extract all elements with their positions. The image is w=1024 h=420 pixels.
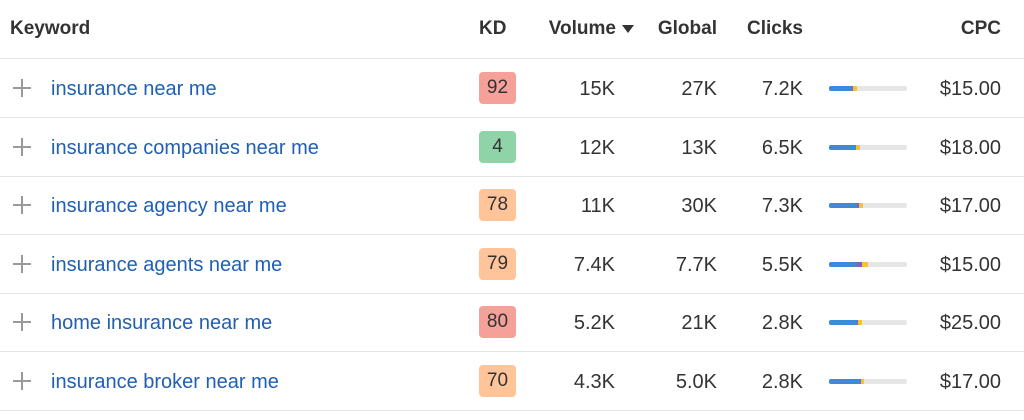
table-row: insurance companies near me 4 12K 13K 6.5K $1… [0, 118, 1024, 177]
clicks-distribution-bar [829, 144, 907, 150]
volume-value: 7.4K [573, 253, 615, 276]
kd-badge: 80 [479, 306, 516, 339]
global-volume-value: 13K [681, 136, 717, 159]
kd-badge: 92 [479, 72, 516, 104]
cpc-value: $15.00 [939, 78, 1001, 100]
bar-segment-other [860, 379, 865, 384]
kd-badge: 70 [479, 365, 516, 397]
kd-badge: 78 [479, 189, 516, 222]
bar-segment-other [856, 144, 861, 150]
table-row: insurance broker near me 70 4.3K 5.0K 2.8K $1… [0, 352, 1024, 411]
keyword-link[interactable]: insurance near me [51, 78, 217, 100]
cpc-value: $25.00 [939, 312, 1001, 335]
bar-segment-organic [829, 379, 861, 384]
global-volume-value: 21K [681, 312, 717, 335]
clicks-value: 5.5K [761, 253, 803, 276]
bar-segment-paid [857, 261, 862, 267]
table-row: insurance agency near me 78 11K 30K 7.3K $17.… [0, 176, 1024, 236]
keyword-link[interactable]: insurance agents near me [51, 253, 283, 276]
volume-value: 15K [579, 78, 615, 100]
keyword-link[interactable]: insurance companies near me [51, 136, 319, 159]
add-keyword-plus-icon[interactable] [13, 372, 31, 390]
clicks-distribution-bar [829, 261, 907, 267]
bar-segment-other [861, 261, 868, 267]
clicks-value: 7.3K [761, 195, 803, 218]
add-keyword-plus-icon[interactable] [13, 196, 31, 215]
cpc-value: $17.00 [939, 371, 1001, 393]
clicks-value: 2.8K [761, 312, 803, 335]
header-volume[interactable]: Volume [549, 18, 634, 40]
kd-badge: 79 [479, 247, 516, 280]
bar-segment-organic [829, 320, 858, 326]
header-volume-label: Volume [548, 18, 616, 39]
cpc-value: $17.00 [939, 195, 1001, 218]
bar-segment-organic [829, 203, 858, 209]
header-kd[interactable]: KD [479, 18, 507, 39]
volume-value: 12K [579, 136, 615, 159]
bar-segment-organic [829, 261, 858, 267]
volume-value: 5.2K [573, 312, 615, 335]
clicks-distribution-bar [829, 379, 907, 384]
global-volume-value: 27K [681, 78, 717, 100]
keyword-link[interactable]: insurance broker near me [51, 371, 279, 393]
bar-segment-paid [852, 86, 854, 91]
clicks-value: 6.5K [761, 136, 803, 159]
table-row: insurance near me 92 15K 27K 7.2K $15.00 [0, 59, 1024, 118]
table-row: insurance agents near me 79 7.4K 7.7K 5.5K $1… [0, 235, 1024, 294]
keyword-link[interactable]: home insurance near me [51, 312, 273, 335]
bar-segment-other [857, 320, 862, 326]
volume-value: 4.3K [573, 371, 615, 393]
bar-segment-organic [829, 86, 853, 91]
add-keyword-plus-icon[interactable] [13, 137, 31, 156]
header-global[interactable]: Global [657, 18, 717, 39]
cpc-value: $18.00 [939, 136, 1001, 159]
clicks-distribution-bar [829, 203, 907, 209]
bar-segment-paid [857, 203, 860, 209]
bar-segment-paid [857, 320, 858, 326]
table-row: home insurance near me 80 5.2K 21K 2.8K $25.0… [0, 293, 1024, 353]
clicks-distribution-bar [829, 320, 907, 326]
kd-badge: 4 [479, 130, 516, 163]
bar-segment-paid [855, 144, 857, 150]
bar-segment-organic [829, 144, 856, 150]
clicks-distribution-bar [829, 86, 907, 91]
sort-desc-icon [622, 25, 634, 33]
bar-segment-other [853, 86, 858, 91]
cpc-value: $15.00 [939, 253, 1001, 276]
header-clicks[interactable]: Clicks [747, 18, 803, 39]
keyword-link[interactable]: insurance agency near me [51, 195, 287, 218]
header-keyword[interactable]: Keyword [10, 18, 91, 39]
global-volume-value: 5.0K [675, 371, 717, 393]
global-volume-value: 7.7K [675, 253, 717, 276]
volume-value: 11K [580, 195, 615, 218]
add-keyword-plus-icon[interactable] [13, 313, 31, 332]
bar-segment-paid [860, 379, 861, 384]
global-volume-value: 30K [681, 195, 717, 218]
add-keyword-plus-icon[interactable] [13, 79, 31, 97]
clicks-value: 7.2K [761, 78, 803, 100]
header-cpc[interactable]: CPC [960, 18, 1001, 39]
add-keyword-plus-icon[interactable] [13, 254, 31, 273]
clicks-value: 2.8K [761, 371, 803, 393]
bar-segment-other [859, 203, 863, 209]
table-header: Keyword KD Volume Global Clicks CPC [0, 0, 1024, 59]
